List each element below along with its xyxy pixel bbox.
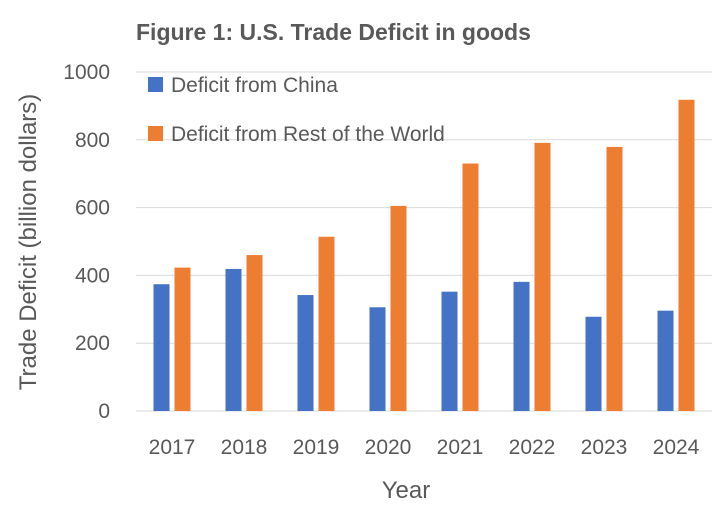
legend-swatch [148,77,163,92]
chart-title: Figure 1: U.S. Trade Deficit in goods [136,19,531,45]
bar-rest-of-world-2018 [246,255,263,411]
x-tick-label: 2018 [221,436,268,459]
x-tick-label: 2019 [293,436,340,459]
y-tick-label: 1000 [63,61,110,84]
bar-rest-of-world-2022 [534,142,551,411]
bar-rest-of-world-2017 [174,267,191,411]
y-tick-label: 800 [75,129,110,152]
bar-china-2022 [513,281,530,411]
x-tick-label: 2023 [581,436,628,459]
bar-china-2024 [657,310,674,411]
bars [153,99,695,411]
x-tick-labels: 2017 2018 2019 2020 2021 2022 2023 2024 [149,436,700,459]
bar-rest-of-world-2019 [318,236,335,411]
x-tick-label: 2021 [437,436,484,459]
legend-swatch [148,126,163,141]
bar-rest-of-world-2023 [606,146,623,411]
legend-label: Deficit from China [171,74,338,97]
legend-label: Deficit from Rest of the World [171,123,445,146]
bar-china-2018 [225,268,242,411]
bar-china-2021 [441,291,458,411]
y-tick-labels: 0 200 400 600 800 1000 [63,61,110,423]
bar-china-2019 [297,295,314,411]
bar-china-2017 [153,284,170,411]
y-tick-label: 600 [75,197,110,220]
bar-china-2020 [369,307,386,411]
bar-rest-of-world-2020 [390,205,407,411]
legend: Deficit from China Deficit from Rest of t… [148,74,445,146]
bar-rest-of-world-2021 [462,163,479,411]
bar-rest-of-world-2024 [678,99,695,411]
y-tick-label: 0 [98,400,110,423]
x-tick-label: 2024 [653,436,700,459]
y-tick-label: 200 [75,332,110,355]
x-tick-label: 2022 [509,436,556,459]
x-axis-label: Year [382,477,431,504]
x-tick-label: 2017 [149,436,196,459]
x-tick-label: 2020 [365,436,412,459]
y-axis-label: Trade Deficit (billion dollars) [15,94,42,391]
y-tick-label: 400 [75,264,110,287]
bar-china-2023 [585,316,602,411]
